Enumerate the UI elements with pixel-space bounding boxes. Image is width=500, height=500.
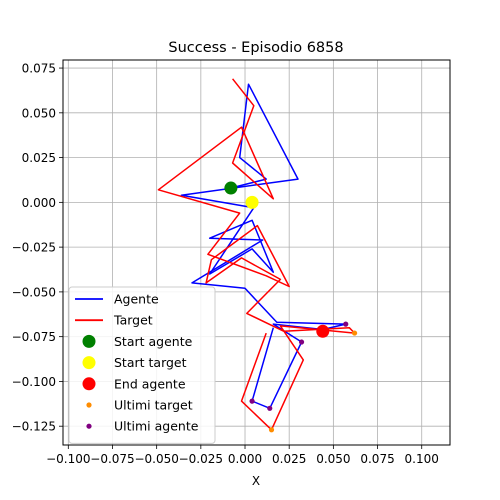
legend-end-agente-swatch	[82, 377, 96, 391]
x-tick-label: −0.025	[179, 452, 223, 466]
legend-start-target-swatch	[82, 356, 96, 370]
y-tick-label: 0.000	[22, 196, 56, 210]
y-tick-label: −0.125	[12, 420, 56, 434]
legend-start-agente-swatch	[82, 334, 96, 348]
y-tick-label: −0.075	[12, 330, 56, 344]
legend-ultimi-agente-swatch	[86, 423, 92, 429]
marker-layer	[224, 181, 358, 433]
y-tick-label: 0.025	[22, 151, 56, 165]
marker-start-target	[245, 195, 259, 209]
legend-box	[68, 286, 216, 444]
x-tick-label: −0.075	[90, 452, 134, 466]
marker-ultimi-agente	[343, 321, 349, 327]
x-tick-label: −0.050	[134, 452, 178, 466]
x-axis-label: X	[252, 474, 260, 488]
y-tick-label: −0.100	[12, 375, 56, 389]
legend-start-agente-label: Start agente	[114, 334, 193, 349]
legend-ultimi-agente-label: Ultimi agente	[114, 419, 199, 434]
marker-ultimi-target	[351, 330, 358, 336]
legend: Agente Target Start agente Start target End …	[68, 286, 216, 444]
marker-ultimi-target	[268, 427, 275, 433]
legend-ultimi-target-swatch	[86, 402, 92, 408]
legend-agente-label: Agente	[114, 292, 159, 307]
legend-ultimi-target-label: Ultimi target	[114, 398, 193, 413]
marker-ultimi-agente	[267, 405, 273, 411]
x-tick-label: 0.025	[272, 452, 306, 466]
plot-frame	[62, 59, 451, 446]
marker-end-agente	[316, 324, 330, 338]
series-layer	[157, 78, 356, 431]
marker-ultimi-agente	[298, 339, 305, 345]
y-tick-label: 0.050	[22, 106, 56, 120]
series-line-target	[157, 78, 356, 431]
x-tick-label: 0.000	[228, 452, 262, 466]
y-tick-label: 0.075	[22, 62, 56, 76]
legend-end-agente-label: End agente	[114, 376, 186, 391]
legend-target-label: Target	[113, 313, 153, 328]
chart-title: Success - Episodio 6858	[168, 40, 343, 56]
y-tick-label: −0.050	[12, 285, 56, 299]
x-axis-ticks: −0.100 −0.075 −0.050 −0.025 0.000 0.025 0.050 0…	[46, 445, 439, 466]
marker-ultimi-agente	[249, 398, 255, 404]
legend-start-target-label: Start target	[114, 355, 187, 370]
x-tick-label: 0.050	[316, 452, 350, 466]
x-tick-label: 0.075	[360, 452, 394, 466]
y-axis-ticks: −0.125 −0.100 −0.075 −0.050 −0.025 0.000 0.025…	[12, 62, 63, 434]
x-tick-label: −0.100	[46, 452, 90, 466]
y-tick-label: −0.025	[12, 241, 56, 255]
x-tick-label: 0.100	[405, 452, 439, 466]
marker-start-agente	[224, 181, 238, 195]
